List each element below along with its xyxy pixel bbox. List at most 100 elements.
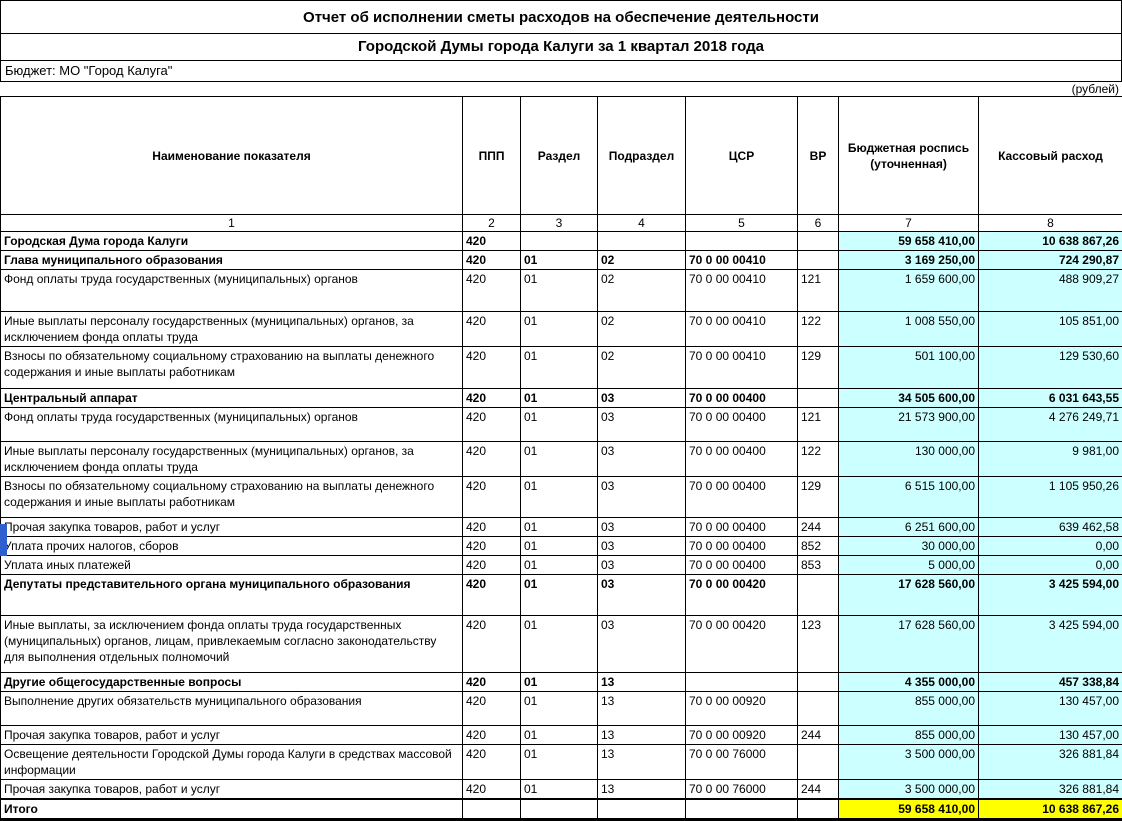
budget-label: Бюджет: МО "Город Калуга" [0,61,1122,82]
row-cash-expense: 457 338,84 [979,673,1122,692]
row-podrazdel: 03 [598,408,686,442]
row-csr: 70 0 00 00420 [686,616,798,673]
row-vr [798,692,839,726]
row-budget-rospis: 3 169 250,00 [839,251,979,270]
row-csr: 70 0 00 00410 [686,312,798,347]
row-ppp: 420 [463,408,521,442]
row-budget-rospis: 59 658 410,00 [839,232,979,251]
row-cash-expense: 488 909,27 [979,270,1122,312]
row-budget-rospis: 855 000,00 [839,692,979,726]
row-cash-expense: 4 276 249,71 [979,408,1122,442]
row-budget-rospis: 855 000,00 [839,726,979,745]
row-razdel: 01 [521,270,598,312]
table-row: Прочая закупка товаров, работ и услуг 42… [1,518,1122,537]
row-cash-expense: 10 638 867,26 [979,799,1122,820]
row-csr: 70 0 00 00410 [686,347,798,389]
table-row: Другие общегосударственные вопросы 420 0… [1,673,1122,692]
report-title-line2: Городской Думы города Калуги за 1 кварта… [0,34,1122,61]
table-row: Освещение деятельности Городской Думы го… [1,745,1122,780]
row-podrazdel: 03 [598,389,686,408]
row-razdel: 01 [521,408,598,442]
row-vr: 129 [798,477,839,518]
table-row: Депутаты представительного органа муници… [1,575,1122,616]
row-csr: 70 0 00 00400 [686,556,798,575]
row-indicator-name: Выполнение других обязательств муниципал… [1,692,463,726]
row-podrazdel: 13 [598,673,686,692]
row-podrazdel: 02 [598,312,686,347]
row-razdel: 01 [521,556,598,575]
table-row: Центральный аппарат 420 01 03 70 0 00 00… [1,389,1122,408]
row-cash-expense: 3 425 594,00 [979,575,1122,616]
row-ppp: 420 [463,270,521,312]
table-row: Глава муниципального образования 420 01 … [1,251,1122,270]
row-ppp: 420 [463,673,521,692]
row-ppp: 420 [463,537,521,556]
col-header-indicator-name: Наименование показателя [1,97,463,215]
row-cash-expense: 724 290,87 [979,251,1122,270]
row-ppp: 420 [463,556,521,575]
row-csr: 70 0 00 00920 [686,726,798,745]
row-vr: 129 [798,347,839,389]
row-vr: 122 [798,312,839,347]
row-razdel: 01 [521,673,598,692]
row-ppp: 420 [463,575,521,616]
row-vr: 244 [798,726,839,745]
row-indicator-name: Фонд оплаты труда государственных (муниц… [1,408,463,442]
row-ppp: 420 [463,780,521,800]
row-ppp: 420 [463,745,521,780]
row-razdel: 01 [521,518,598,537]
table-row: Прочая закупка товаров, работ и услуг 42… [1,726,1122,745]
row-razdel: 01 [521,726,598,745]
row-razdel: 01 [521,537,598,556]
row-csr: 70 0 00 00400 [686,537,798,556]
row-budget-rospis: 17 628 560,00 [839,616,979,673]
row-vr: 852 [798,537,839,556]
row-cash-expense: 6 031 643,55 [979,389,1122,408]
row-indicator-name: Другие общегосударственные вопросы [1,673,463,692]
row-csr: 70 0 00 00410 [686,270,798,312]
row-vr: 244 [798,780,839,800]
col-header-razdel: Раздел [521,97,598,215]
row-cash-expense: 10 638 867,26 [979,232,1122,251]
row-razdel: 01 [521,780,598,800]
row-ppp [463,799,521,820]
row-cash-expense: 130 457,00 [979,692,1122,726]
row-cash-expense: 0,00 [979,556,1122,575]
row-razdel: 01 [521,477,598,518]
row-ppp: 420 [463,518,521,537]
table-row: Взносы по обязательному социальному стра… [1,347,1122,389]
row-podrazdel: 02 [598,251,686,270]
row-ppp: 420 [463,312,521,347]
row-podrazdel: 03 [598,477,686,518]
col-header-podrazdel: Подраздел [598,97,686,215]
row-ppp: 420 [463,692,521,726]
col-number: 5 [686,215,798,232]
row-budget-rospis: 1 659 600,00 [839,270,979,312]
col-number: 8 [979,215,1122,232]
row-podrazdel: 13 [598,745,686,780]
col-number: 6 [798,215,839,232]
row-vr [798,575,839,616]
col-header-ppp: ППП [463,97,521,215]
table-row: Уплата прочих налогов, сборов 420 01 03 … [1,537,1122,556]
row-csr: 70 0 00 00400 [686,389,798,408]
left-edge-highlight [0,524,7,556]
row-vr [798,251,839,270]
table-row: Выполнение других обязательств муниципал… [1,692,1122,726]
row-vr [798,389,839,408]
table-row: Иные выплаты персоналу государственных (… [1,312,1122,347]
row-vr: 244 [798,518,839,537]
row-indicator-name: Взносы по обязательному социальному стра… [1,477,463,518]
row-budget-rospis: 17 628 560,00 [839,575,979,616]
row-budget-rospis: 34 505 600,00 [839,389,979,408]
row-indicator-name: Прочая закупка товаров, работ и услуг [1,518,463,537]
col-header-vr: ВР [798,97,839,215]
row-podrazdel: 03 [598,575,686,616]
row-podrazdel: 03 [598,442,686,477]
row-indicator-name: Иные выплаты персоналу государственных (… [1,442,463,477]
row-budget-rospis: 6 251 600,00 [839,518,979,537]
row-ppp: 420 [463,616,521,673]
row-vr: 121 [798,408,839,442]
row-razdel [521,232,598,251]
row-vr [798,745,839,780]
